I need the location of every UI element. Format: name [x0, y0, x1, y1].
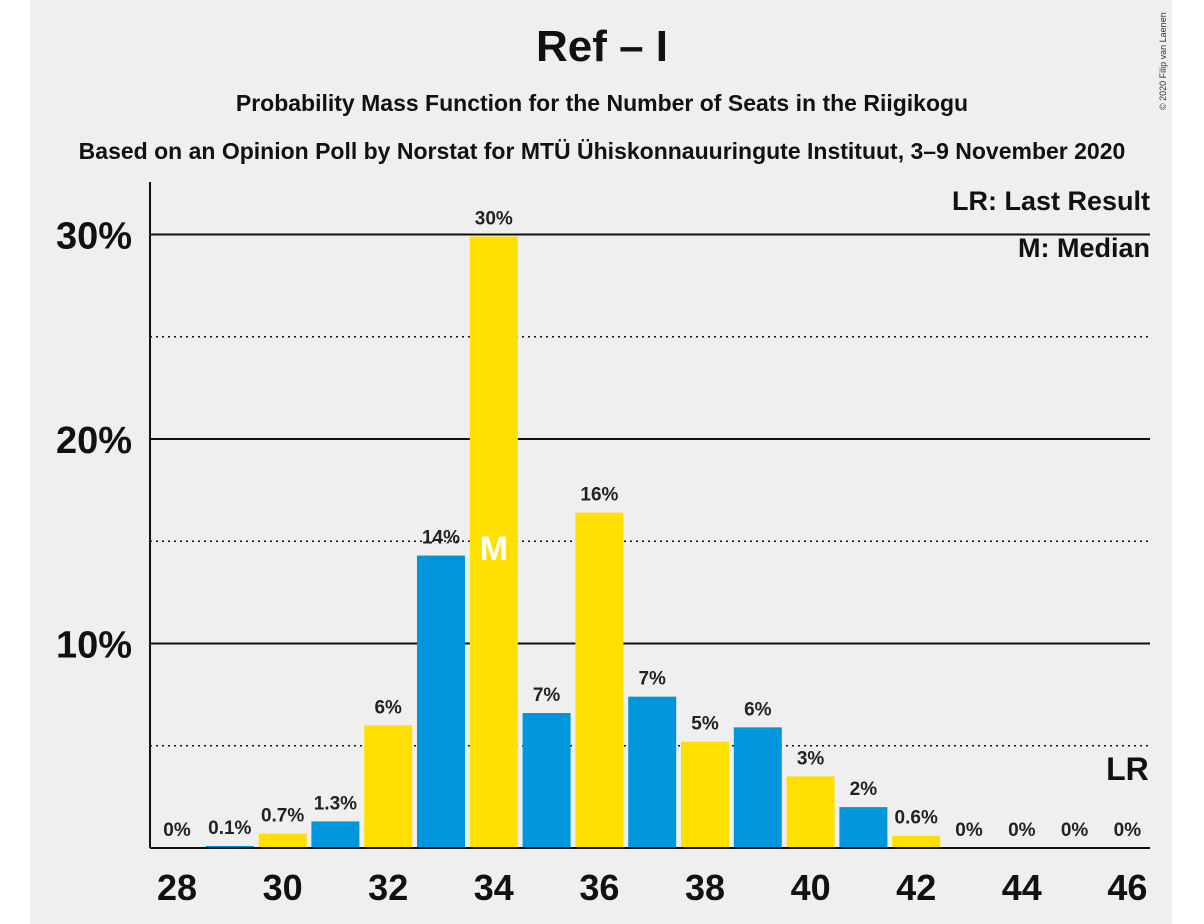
data-label: 1.3% [314, 793, 357, 814]
data-label: 5% [691, 714, 719, 735]
y-tick-label: 20% [56, 420, 132, 462]
x-tick-label: 40 [791, 867, 831, 908]
bar [205, 845, 254, 848]
data-label: 6% [744, 699, 772, 720]
legend-entry: M: Median [1018, 233, 1150, 263]
bar [628, 696, 677, 848]
chart-title: Ref – I [535, 22, 669, 71]
data-label: 0.6% [895, 808, 938, 829]
bar [258, 833, 307, 848]
x-tick-label: 32 [368, 867, 408, 908]
data-label: 7% [533, 685, 561, 706]
data-label: 7% [638, 669, 666, 690]
data-label: 0% [1061, 820, 1089, 841]
x-tick-label: 34 [474, 867, 514, 908]
x-tick-label: 44 [1002, 867, 1042, 908]
data-label: 0% [163, 820, 191, 841]
last-result-marker: LR [1106, 751, 1149, 787]
bar [681, 741, 729, 848]
median-marker: M [480, 530, 508, 568]
chart-subtitle: Probability Mass Function for the Number… [235, 90, 969, 116]
data-label: 6% [374, 697, 402, 718]
x-tick-label: 46 [1107, 867, 1147, 908]
bar [522, 713, 571, 848]
data-label: 0.7% [261, 806, 304, 827]
data-label: 3% [797, 748, 825, 769]
bar [364, 725, 413, 848]
bar [417, 555, 465, 848]
data-label: 0% [955, 820, 983, 841]
data-label: 16% [580, 485, 618, 506]
bar [786, 776, 835, 848]
x-tick-label: 30 [263, 867, 303, 908]
bar [839, 807, 888, 848]
x-tick-label: 28 [157, 867, 197, 908]
chart-source: Based on an Opinion Poll by Norstat for … [78, 138, 1126, 164]
x-tick-label: 42 [896, 867, 936, 908]
data-label: 0.1% [208, 818, 251, 839]
bar [733, 727, 782, 848]
x-tick-label: 38 [685, 867, 725, 908]
x-tick-label: 36 [579, 867, 619, 908]
data-label: 0% [1008, 820, 1036, 841]
legend-entry: LR: Last Result [952, 186, 1150, 216]
bar [469, 236, 518, 849]
data-label: 30% [475, 209, 513, 230]
bar [892, 835, 941, 848]
data-label: 14% [422, 528, 460, 549]
bar [311, 821, 360, 848]
bar [575, 512, 624, 848]
y-tick-label: 10% [56, 625, 132, 667]
y-tick-label: 30% [56, 216, 132, 258]
data-label: 2% [850, 779, 878, 800]
data-label: 0% [1114, 820, 1142, 841]
